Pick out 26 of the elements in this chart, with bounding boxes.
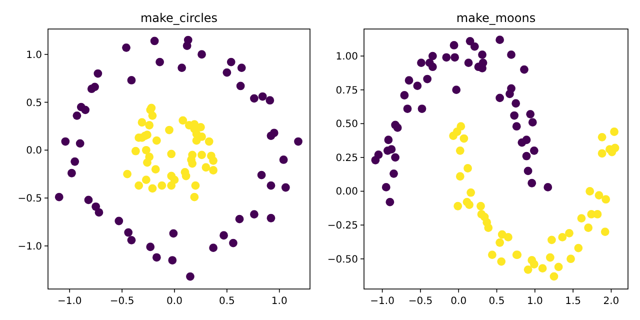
x-tick-label: −0.5 <box>110 296 134 307</box>
chart-title: make_circles <box>140 11 218 25</box>
x-tick-label: 0.0 <box>450 296 467 307</box>
x-tick-label: −1.0 <box>57 296 82 307</box>
x-tick-label: −1.0 <box>370 296 394 307</box>
y-tick-label: 1.00 <box>336 52 358 63</box>
x-tick-label: 1.5 <box>565 296 582 307</box>
y-tick-label: −0.25 <box>327 220 358 232</box>
x-tick-label: 0.5 <box>488 296 505 307</box>
y-tick-label: −0.5 <box>18 194 42 205</box>
x-tick-label: −0.5 <box>408 296 433 307</box>
x-tick-label: 0.5 <box>218 296 235 307</box>
y-tick-label: −0.50 <box>327 254 358 266</box>
y-tick-label: 0.00 <box>336 186 358 198</box>
chart-title: make_moons <box>456 11 536 25</box>
y-tick-label: 0.0 <box>26 146 42 157</box>
x-tick-label: 2.0 <box>603 296 620 307</box>
x-tick-label: 0.0 <box>166 296 182 307</box>
y-tick-label: 0.75 <box>336 85 358 96</box>
y-tick-label: 1.0 <box>26 50 42 61</box>
y-tick-label: 0.25 <box>336 152 358 164</box>
y-tick-label: −1.0 <box>18 241 42 252</box>
y-tick-label: 0.5 <box>26 98 42 109</box>
x-tick-label: 1.0 <box>271 296 288 307</box>
y-tick-label: 0.50 <box>336 119 358 130</box>
x-tick-label: 1.0 <box>526 296 543 307</box>
